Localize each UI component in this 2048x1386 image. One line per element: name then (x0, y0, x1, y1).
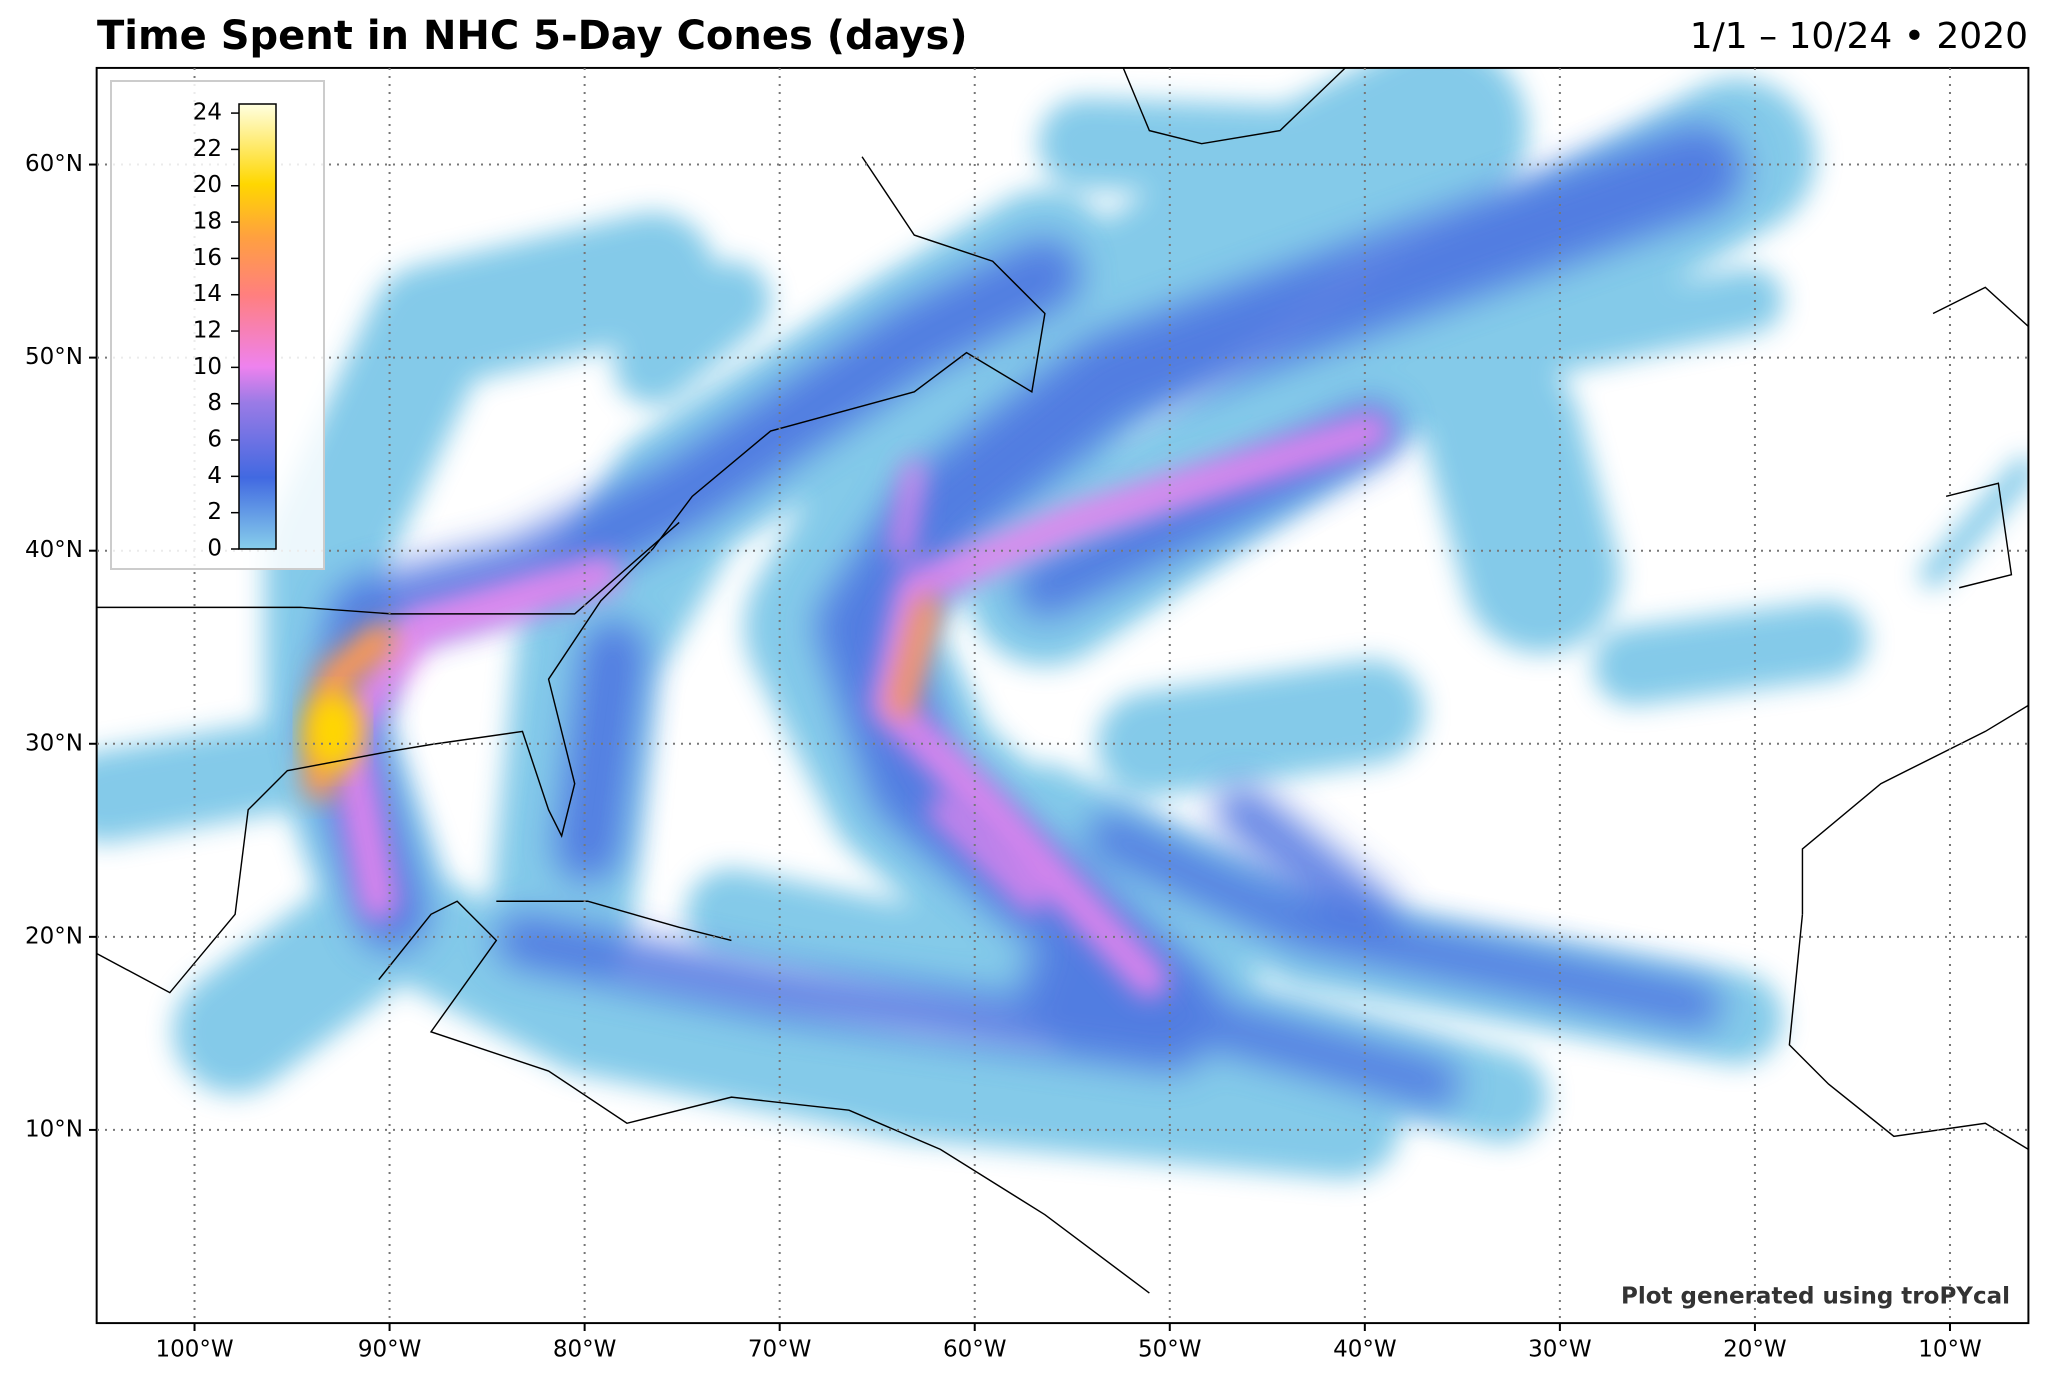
x-tick-label: 20°W (1723, 1337, 1787, 1363)
credit: Plot generated using troPYcal (1621, 1284, 2010, 1310)
colorbar-tick-label: 6 (207, 427, 222, 453)
y-tick-label: 30°N (25, 730, 83, 756)
x-tick-label: 60°W (943, 1337, 1007, 1363)
colorbar-tick-label: 12 (193, 318, 222, 344)
legend-box (110, 80, 325, 570)
x-tick-label: 10°W (1918, 1337, 1982, 1363)
cone-density (96, 67, 2029, 1294)
colorbar-tick-label: 4 (207, 463, 222, 489)
y-tick-label: 10°N (25, 1116, 83, 1142)
colorbar-tick-label: 18 (193, 209, 222, 235)
x-tick-label: 30°W (1528, 1337, 1592, 1363)
y-tick-label: 40°N (25, 537, 83, 563)
colorbar-tick-label: 14 (193, 281, 222, 307)
date-range: 1/1 – 10/24 • 2020 (1690, 16, 2028, 57)
map-layer (95, 66, 2030, 1325)
coastlines (96, 67, 2029, 1294)
colorbar-tick-label: 0 (207, 536, 222, 562)
chart-title: Time Spent in NHC 5-Day Cones (days) (97, 13, 968, 59)
y-tick-label: 20°N (25, 923, 83, 949)
x-tick-label: 40°W (1333, 1337, 1397, 1363)
colorbar-tick-label: 10 (193, 354, 222, 380)
colorbar (238, 103, 277, 550)
y-tick-label: 60°N (25, 151, 83, 177)
y-tick-label: 50°N (25, 344, 83, 370)
colorbar-tick-label: 24 (193, 100, 222, 126)
colorbar-tick-label: 22 (193, 136, 222, 162)
x-tick-label: 80°W (553, 1337, 617, 1363)
colorbar-tick-label: 16 (193, 245, 222, 271)
plot-frame (95, 66, 2030, 1325)
colorbar-tick-label: 20 (193, 172, 222, 198)
x-tick-label: 90°W (358, 1337, 422, 1363)
colorbar-tick-label: 8 (207, 390, 222, 416)
x-tick-label: 50°W (1138, 1337, 1202, 1363)
colorbar-tick-label: 2 (207, 499, 222, 525)
x-tick-label: 70°W (748, 1337, 812, 1363)
x-tick-label: 100°W (155, 1337, 233, 1363)
grid (97, 68, 2028, 1323)
